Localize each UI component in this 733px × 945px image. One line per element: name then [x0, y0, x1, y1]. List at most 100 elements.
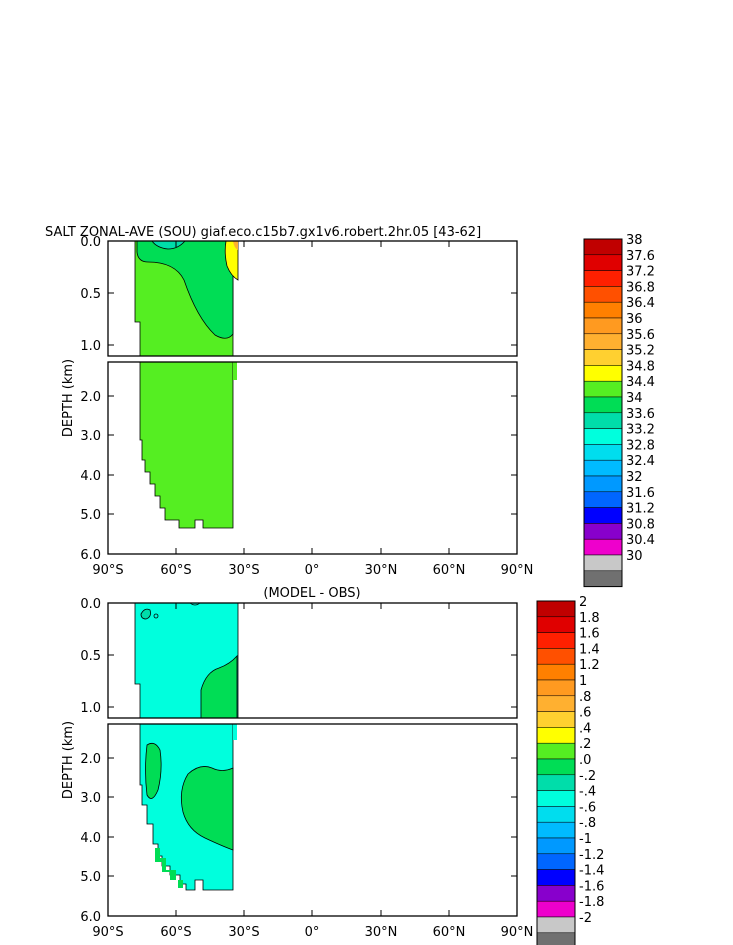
- salt-colorbar-label: 32: [626, 470, 643, 485]
- salt-colorbar-swatch: [583, 270, 623, 287]
- diff-colorbar-label: 1.6: [579, 627, 600, 642]
- diff-colorbar-swatch: [536, 758, 576, 776]
- diff-x-tick-label: 60°N: [433, 925, 466, 940]
- salt-colorbar-label: 35.2: [626, 344, 655, 359]
- diff-colorbar-swatch: [536, 679, 576, 697]
- diff-y-tick-label: 0.0: [80, 597, 101, 612]
- diff-y-tick-label: 1.0: [80, 701, 101, 716]
- diff-region-green-upper: [200, 654, 238, 719]
- diff-colorbar-label: .2: [579, 737, 591, 752]
- diff-x-tick-label: 30°N: [365, 925, 398, 940]
- diff-y-tick-label: 4.0: [80, 831, 101, 846]
- salt-lower-subpanel: [107, 361, 518, 555]
- diff-colorbar-swatch: [536, 916, 576, 934]
- salt-y-tick-label: 5.0: [80, 508, 101, 523]
- salt-colorbar-swatch: [583, 554, 623, 572]
- salt-region-orange-upper: [233, 241, 238, 250]
- diff-colorbar-swatch: [536, 900, 576, 918]
- diff-region-aqua-spot: [140, 608, 151, 620]
- salt-y-tick-label: 2.0: [80, 390, 101, 405]
- diff-colorbar-label: -1.8: [579, 895, 604, 910]
- salt-colorbar-label: 32.8: [626, 438, 655, 453]
- diff-colorbar-label: -.8: [579, 816, 596, 831]
- salt-x-tick-label: 0°: [305, 563, 320, 578]
- diff-colorbar-label: 1: [579, 674, 587, 689]
- salt-colorbar-swatch: [583, 301, 623, 319]
- diff-colorbar-swatch: [536, 616, 576, 633]
- salt-x-ticks: [107, 241, 518, 554]
- salt-region-green-lower: [139, 361, 234, 529]
- salt-colorbar-label: 36: [626, 312, 643, 327]
- diff-colorbar-label: .6: [579, 706, 591, 721]
- salt-colorbar-label: 30: [626, 549, 643, 564]
- diff-y-tick-label: 5.0: [80, 870, 101, 885]
- salt-colorbar-swatch: [583, 570, 623, 587]
- diff-colorbar-label: -1.4: [579, 864, 604, 879]
- diff-colorbar-label: 1.2: [579, 658, 600, 673]
- diff-colorbar-label: -1.6: [579, 879, 604, 894]
- salt-y-tick-label: 1.0: [80, 339, 101, 354]
- salt-x-tick-label: 30°S: [228, 563, 259, 578]
- salt-colorbar-swatch: [583, 396, 623, 414]
- salt-colorbar-label: 35.6: [626, 328, 655, 343]
- salt-colorbar-swatch: [583, 538, 623, 556]
- salt-colorbar-swatch: [583, 349, 623, 366]
- diff-colorbar-swatch: [536, 806, 576, 823]
- diff-y-tick-label: 6.0: [80, 910, 101, 925]
- diff-colorbar-swatch: [536, 885, 576, 902]
- diff-lower-subpanel: [107, 723, 518, 917]
- diff-x-tick-label: 90°N: [501, 925, 534, 940]
- salt-colorbar-label: 33.6: [626, 407, 655, 422]
- diff-colorbar-swatch: [536, 648, 576, 665]
- salt-y-tick-label: 0.0: [80, 235, 101, 250]
- salt-panel: SALT ZONAL-AVE (SOU) giaf.eco.c15b7.gx1v…: [45, 225, 655, 588]
- salt-colorbar-swatch: [583, 365, 623, 382]
- salt-colorbar: 3837.637.236.836.43635.635.234.834.43433…: [583, 233, 655, 588]
- diff-colorbar-swatch: [536, 774, 576, 791]
- salt-colorbar-label: 34.4: [626, 375, 655, 390]
- salt-upper-subpanel: [107, 240, 518, 357]
- diff-colorbar-swatch: [536, 790, 576, 807]
- salt-y-axis-label: DEPTH (km): [61, 359, 76, 437]
- diff-colorbar-label: -1.2: [579, 848, 604, 863]
- salt-y-tick-label: 6.0: [80, 548, 101, 563]
- diff-colorbar-swatch: [536, 837, 576, 855]
- diff-x-tick-label: 90°S: [92, 925, 123, 940]
- salt-region-teal-upper: [136, 240, 234, 339]
- diff-upper-subpanel: [107, 602, 518, 719]
- salt-colorbar-label: 34: [626, 391, 643, 406]
- salt-colorbar-swatch: [583, 286, 623, 303]
- diff-y-tick-label: 3.0: [80, 791, 101, 806]
- salt-colorbar-label: 30.4: [626, 533, 655, 548]
- salt-colorbar-swatch: [583, 507, 623, 524]
- diff-x-tick-label: 60°S: [160, 925, 191, 940]
- diff-colorbar-label: -.2: [579, 769, 596, 784]
- diff-colorbar-swatch: [536, 742, 576, 760]
- diff-colorbar-label: -2: [579, 911, 592, 926]
- salt-colorbar-label: 37.6: [626, 249, 655, 264]
- salt-colorbar-swatch: [583, 475, 623, 493]
- salt-colorbar-swatch: [583, 238, 623, 256]
- diff-colorbar-label: 2: [579, 595, 587, 610]
- diff-colorbar-label: 1.4: [579, 642, 600, 657]
- salt-region-cyan-upper: [151, 240, 186, 250]
- salt-x-tick-label: 90°N: [501, 563, 534, 578]
- salt-colorbar-label: 34.8: [626, 359, 655, 374]
- diff-y-tick-label: 0.5: [80, 649, 101, 664]
- salt-colorbar-swatch: [583, 459, 623, 477]
- salt-colorbar-label: 31.2: [626, 502, 655, 517]
- diff-colorbar-swatch: [536, 600, 576, 618]
- diff-colorbar-label: -.6: [579, 800, 596, 815]
- salt-colorbar-label: 33.2: [626, 423, 655, 438]
- diff-panel-title: (MODEL - OBS): [263, 586, 360, 601]
- salt-colorbar-frame: [583, 238, 623, 588]
- diff-colorbar-label: .0: [579, 753, 591, 768]
- diff-x-tick-label: 0°: [305, 925, 320, 940]
- salt-region-yellow-upper: [224, 240, 239, 281]
- salt-x-tick-label: 60°N: [433, 563, 466, 578]
- salt-x-tick-label: 60°S: [160, 563, 191, 578]
- diff-colorbar-swatch: [536, 727, 576, 744]
- diff-colorbar-swatch: [536, 632, 576, 649]
- diff-y-axis-label: DEPTH (km): [61, 721, 76, 799]
- salt-colorbar-swatch: [583, 491, 623, 508]
